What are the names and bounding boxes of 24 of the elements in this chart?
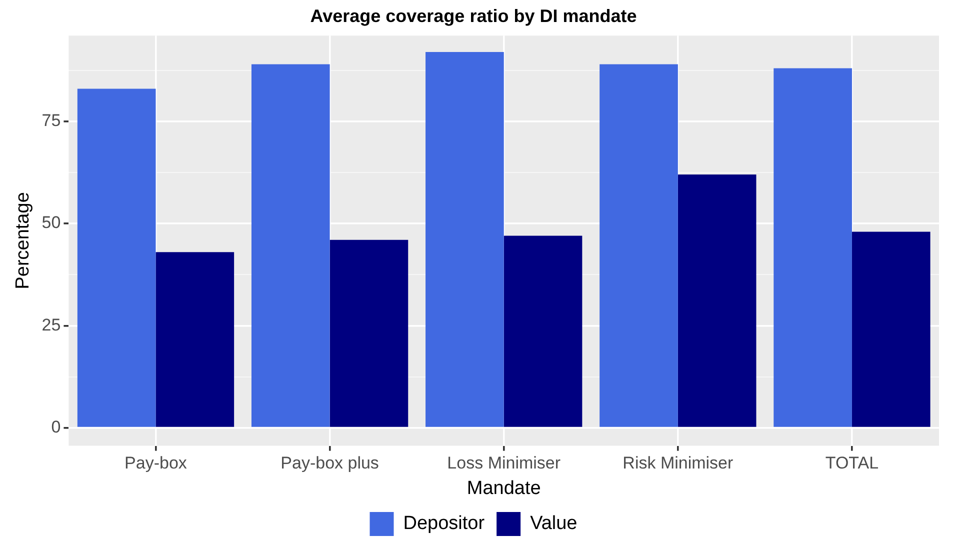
bar bbox=[678, 174, 756, 427]
legend-label: Depositor bbox=[403, 513, 486, 534]
x-tick-label: Risk Minimiser bbox=[622, 454, 734, 473]
bar bbox=[504, 236, 582, 427]
bar bbox=[156, 252, 234, 427]
bar bbox=[774, 68, 852, 427]
legend-label: Value bbox=[530, 513, 578, 534]
x-tick-label: TOTAL bbox=[825, 454, 879, 473]
x-tick-label: Pay-box plus bbox=[280, 454, 379, 473]
chart-title: Average coverage ratio by DI mandate bbox=[310, 6, 637, 26]
bar bbox=[77, 88, 156, 427]
x-tick-label: Pay-box bbox=[124, 454, 188, 473]
bar bbox=[600, 64, 678, 427]
y-axis-title: Percentage bbox=[12, 192, 34, 290]
bar bbox=[852, 232, 930, 427]
y-tick-label: 50 bbox=[42, 213, 61, 232]
bar bbox=[426, 52, 504, 427]
x-tick-label: Loss Minimiser bbox=[447, 454, 561, 473]
y-tick-label: 25 bbox=[42, 315, 61, 334]
bar bbox=[251, 64, 330, 427]
bar bbox=[330, 240, 408, 427]
x-axis-title: Mandate bbox=[466, 478, 541, 499]
y-tick-label: 0 bbox=[51, 418, 61, 437]
y-tick-label: 75 bbox=[42, 111, 61, 130]
